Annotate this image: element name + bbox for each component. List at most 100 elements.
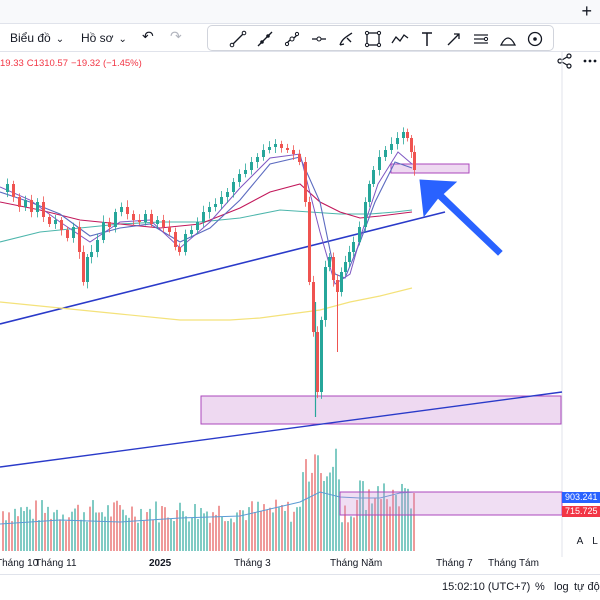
chart-area[interactable]: 1400.001375.001350.001325.001300.001275.…	[0, 52, 600, 574]
volume-bar	[26, 506, 28, 551]
volume-bar	[401, 483, 403, 551]
clock-timezone[interactable]: 15:02:10 (UTC+7)	[442, 581, 531, 593]
chart-menu-button[interactable]: Biểu đồ ⌄	[10, 29, 64, 47]
volume-bar	[203, 513, 205, 551]
candle-body	[286, 148, 289, 150]
trend-line-upper[interactable]	[0, 211, 446, 325]
more-icon[interactable]	[580, 52, 598, 70]
trend-line-lower[interactable]	[0, 391, 563, 468]
volume-zone[interactable]	[339, 491, 563, 516]
volume-bar	[29, 509, 31, 551]
volume-bar	[200, 508, 202, 551]
volume-bar	[230, 518, 232, 551]
volume-bar	[86, 521, 88, 551]
candle-body	[54, 220, 57, 224]
candle-body	[324, 267, 327, 320]
volume-bar	[407, 488, 409, 551]
brush-icon[interactable]	[336, 29, 356, 49]
curve-icon[interactable]	[498, 29, 518, 49]
volume-bar	[173, 521, 175, 551]
volume-bar	[296, 507, 298, 551]
ohlc-legend: 19.33 C1310.57 −19.32 (−1.45%)	[0, 58, 145, 69]
volume-bar	[314, 454, 316, 551]
volume-bar	[299, 506, 301, 551]
price-badge: 903.241	[562, 492, 600, 503]
volume-bar	[8, 512, 10, 551]
horizontal-ray-icon[interactable]	[309, 29, 329, 49]
volume-bar	[206, 511, 208, 551]
volume-bar	[350, 516, 352, 551]
trend-line-icon[interactable]	[228, 29, 248, 49]
time-axis-label: Tháng Tám	[488, 558, 539, 569]
resistance-zone[interactable]	[390, 163, 470, 174]
volume-bar	[161, 506, 163, 551]
candle-body	[86, 257, 89, 282]
rectangle-icon[interactable]	[363, 29, 383, 49]
volume-bar	[368, 489, 370, 551]
candle-body	[304, 162, 307, 202]
price-badge: 715.725	[562, 506, 600, 517]
volume-bar	[245, 520, 247, 551]
volume-bar	[212, 512, 214, 551]
extended-line-icon[interactable]	[282, 29, 302, 49]
candle-body	[150, 214, 153, 224]
volume-bar	[185, 516, 187, 551]
annotation-arrow[interactable]	[419, 179, 503, 256]
volume-bar	[377, 486, 379, 551]
undo-icon[interactable]: ↶	[142, 28, 154, 44]
support-zone[interactable]	[200, 395, 562, 425]
auto-toggle[interactable]: tự độ	[574, 581, 600, 593]
ray-icon[interactable]	[255, 29, 275, 49]
legend-close: 1310.57	[33, 58, 68, 69]
percent-toggle[interactable]: %	[535, 581, 545, 593]
volume-bar	[50, 518, 52, 551]
volume-bar	[131, 506, 133, 551]
volume-bar	[329, 472, 331, 551]
text-icon[interactable]	[417, 29, 437, 49]
volume-bar	[239, 510, 241, 551]
volume-bar	[317, 455, 319, 551]
log-scale-button[interactable]: L	[592, 536, 598, 547]
add-icon[interactable]: +	[581, 1, 592, 21]
candle-body	[402, 132, 405, 138]
profile-menu-button[interactable]: Hồ sơ ⌄	[81, 29, 127, 47]
candle-body	[312, 282, 315, 332]
volume-bar	[197, 519, 199, 551]
candle-body	[184, 234, 187, 252]
redo-icon[interactable]: ↷	[170, 28, 182, 44]
chart-canvas[interactable]: 1400.001375.001350.001325.001300.001275.…	[0, 52, 600, 574]
candle-body	[410, 138, 413, 152]
candle-body	[42, 202, 45, 217]
volume-bar	[68, 517, 70, 551]
candle-body	[6, 184, 9, 192]
volume-bar	[158, 522, 160, 551]
volume-bar	[65, 521, 67, 551]
candle-body	[220, 197, 223, 204]
volume-bar	[413, 492, 415, 551]
candle-body	[298, 154, 301, 162]
log-toggle[interactable]: log	[554, 581, 569, 593]
ma-20-line	[0, 156, 413, 279]
path-icon[interactable]	[390, 29, 410, 49]
candle-body	[328, 257, 331, 267]
arrow-icon[interactable]	[444, 29, 464, 49]
volume-bar	[344, 505, 346, 551]
candle-body	[114, 212, 117, 227]
candle-body	[82, 252, 85, 282]
chevron-down-icon: ⌄	[118, 34, 127, 45]
candle-body	[202, 212, 205, 222]
volume-bar	[143, 520, 145, 551]
ma-200-line	[0, 287, 413, 321]
volume-bar	[20, 507, 22, 551]
volume-bar	[383, 483, 385, 551]
auto-scale-button[interactable]: A	[576, 536, 584, 547]
time-axis-label: Tháng 11	[35, 558, 77, 569]
volume-bar	[332, 466, 334, 551]
circle-icon[interactable]	[525, 29, 545, 49]
candle-body	[364, 202, 367, 227]
parallel-channel-icon[interactable]	[471, 29, 491, 49]
candle-body	[340, 272, 343, 292]
candle-body	[280, 144, 283, 148]
volume-bar	[392, 489, 394, 551]
candle-body	[60, 220, 63, 230]
